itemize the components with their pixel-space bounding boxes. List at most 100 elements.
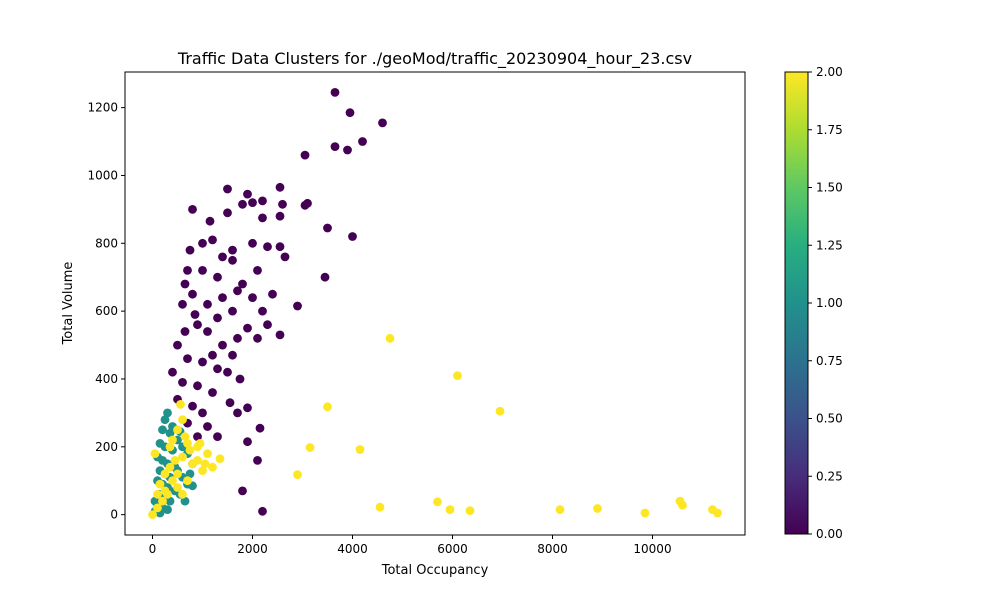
y-tick-label: 400 [95,372,118,386]
data-point-cluster-0 [243,437,252,447]
data-point-cluster-2 [148,510,157,519]
data-point-cluster-2 [168,435,177,445]
data-point-cluster-0 [223,367,232,377]
data-point-cluster-2 [178,415,187,425]
data-point-cluster-0 [330,142,340,152]
data-point-cluster-2 [453,371,462,380]
data-point-cluster-0 [213,432,222,441]
data-point-cluster-1 [165,428,175,438]
data-point-cluster-0 [243,189,252,199]
data-point-cluster-1 [180,496,190,506]
data-point-cluster-0 [228,245,237,255]
data-point-cluster-2 [215,454,225,464]
data-point-cluster-0 [248,198,257,208]
data-point-cluster-2 [160,469,170,479]
data-point-cluster-0 [193,320,202,330]
data-point-cluster-0 [258,196,267,206]
data-point-cluster-0 [223,208,232,218]
data-point-cluster-2 [593,504,602,513]
data-point-cluster-0 [268,289,277,299]
data-point-cluster-0 [228,350,237,360]
data-point-cluster-0 [238,486,247,496]
x-axis: 0 2000 4000 6000 8000 10000 [149,535,672,556]
data-point-cluster-2 [178,452,187,462]
data-point-cluster-2 [183,439,192,448]
data-point-cluster-0 [178,299,187,309]
data-point-cluster-2 [640,508,650,518]
data-point-cluster-0 [188,401,197,411]
data-point-cluster-2 [150,449,160,458]
data-point-cluster-0 [233,286,242,296]
data-point-cluster-0 [248,293,257,302]
colorbar-tick-label: 0.75 [816,354,843,368]
data-point-cluster-2 [173,483,182,492]
data-point-cluster-0 [358,137,367,146]
data-point-cluster-0 [213,313,222,323]
data-point-cluster-0 [203,299,212,309]
data-point-cluster-0 [378,118,387,128]
colorbar-tick-label: 0.50 [816,412,843,426]
data-point-cluster-0 [218,293,227,302]
data-point-cluster-0 [345,108,355,118]
data-point-cluster-2 [173,469,182,479]
data-point-cluster-2 [155,479,165,489]
data-point-cluster-0 [323,223,332,233]
data-point-cluster-0 [188,289,197,299]
data-point-cluster-2 [153,489,162,499]
data-point-cluster-0 [243,323,252,333]
data-point-cluster-0 [213,272,222,282]
data-point-cluster-2 [208,462,217,472]
data-point-cluster-0 [208,388,217,397]
data-point-cluster-0 [203,422,212,431]
data-point-cluster-0 [275,182,285,192]
data-point-cluster-1 [160,415,170,425]
data-point-cluster-2 [178,489,187,499]
chart-title: Traffic Data Clusters for ./geoMod/traff… [177,49,692,69]
data-point-cluster-0 [275,330,285,340]
data-point-cluster-2 [195,439,205,448]
data-point-cluster-0 [255,423,265,433]
data-point-cluster-0 [218,340,227,350]
x-axis-label: Total Occupancy [381,563,489,578]
y-tick-label: 1200 [87,101,118,115]
x-tick-label: 4000 [337,542,368,556]
data-point-cluster-2 [323,402,332,412]
data-point-cluster-2 [168,476,177,486]
data-point-cluster-0 [233,333,242,343]
data-point-cluster-2 [193,456,202,465]
data-point-cluster-0 [263,320,272,330]
data-point-cluster-2 [176,400,185,409]
data-point-cluster-0 [208,350,217,360]
data-point-cluster-2 [385,333,395,343]
colorbar-axis: 0.00 0.25 0.50 0.75 1.00 1.25 1.50 1.75 2.00 [808,65,843,541]
colorbar-tick-label: 0.25 [816,469,843,483]
plot-area-frame [124,71,746,536]
data-point-cluster-0 [173,340,182,350]
data-point-cluster-2 [165,442,175,452]
y-axis-label: Total Volume [61,262,76,346]
colorbar-tick-label: 1.50 [816,181,843,195]
y-tick-label: 600 [95,304,118,318]
data-point-cluster-2 [678,500,687,510]
x-tick-label: 10000 [633,542,671,556]
data-point-cluster-2 [355,445,365,454]
data-point-cluster-2 [183,476,192,486]
data-point-cluster-0 [235,374,245,384]
x-tick-label: 8000 [537,542,568,556]
data-point-cluster-2 [495,406,505,416]
data-point-cluster-0 [248,238,257,248]
data-point-cluster-2 [200,459,210,469]
data-point-cluster-0 [258,213,267,223]
data-point-cluster-0 [278,199,287,209]
data-point-cluster-0 [180,279,190,289]
data-point-cluster-0 [300,150,310,160]
x-tick-label: 0 [149,542,157,556]
data-point-cluster-0 [203,327,212,336]
data-point-cluster-0 [205,216,215,226]
data-point-cluster-0 [258,506,267,516]
data-point-cluster-0 [213,364,222,374]
data-point-cluster-0 [225,398,235,408]
x-tick-label: 6000 [437,542,468,556]
data-point-cluster-0 [178,378,187,387]
colorbar [784,71,809,535]
